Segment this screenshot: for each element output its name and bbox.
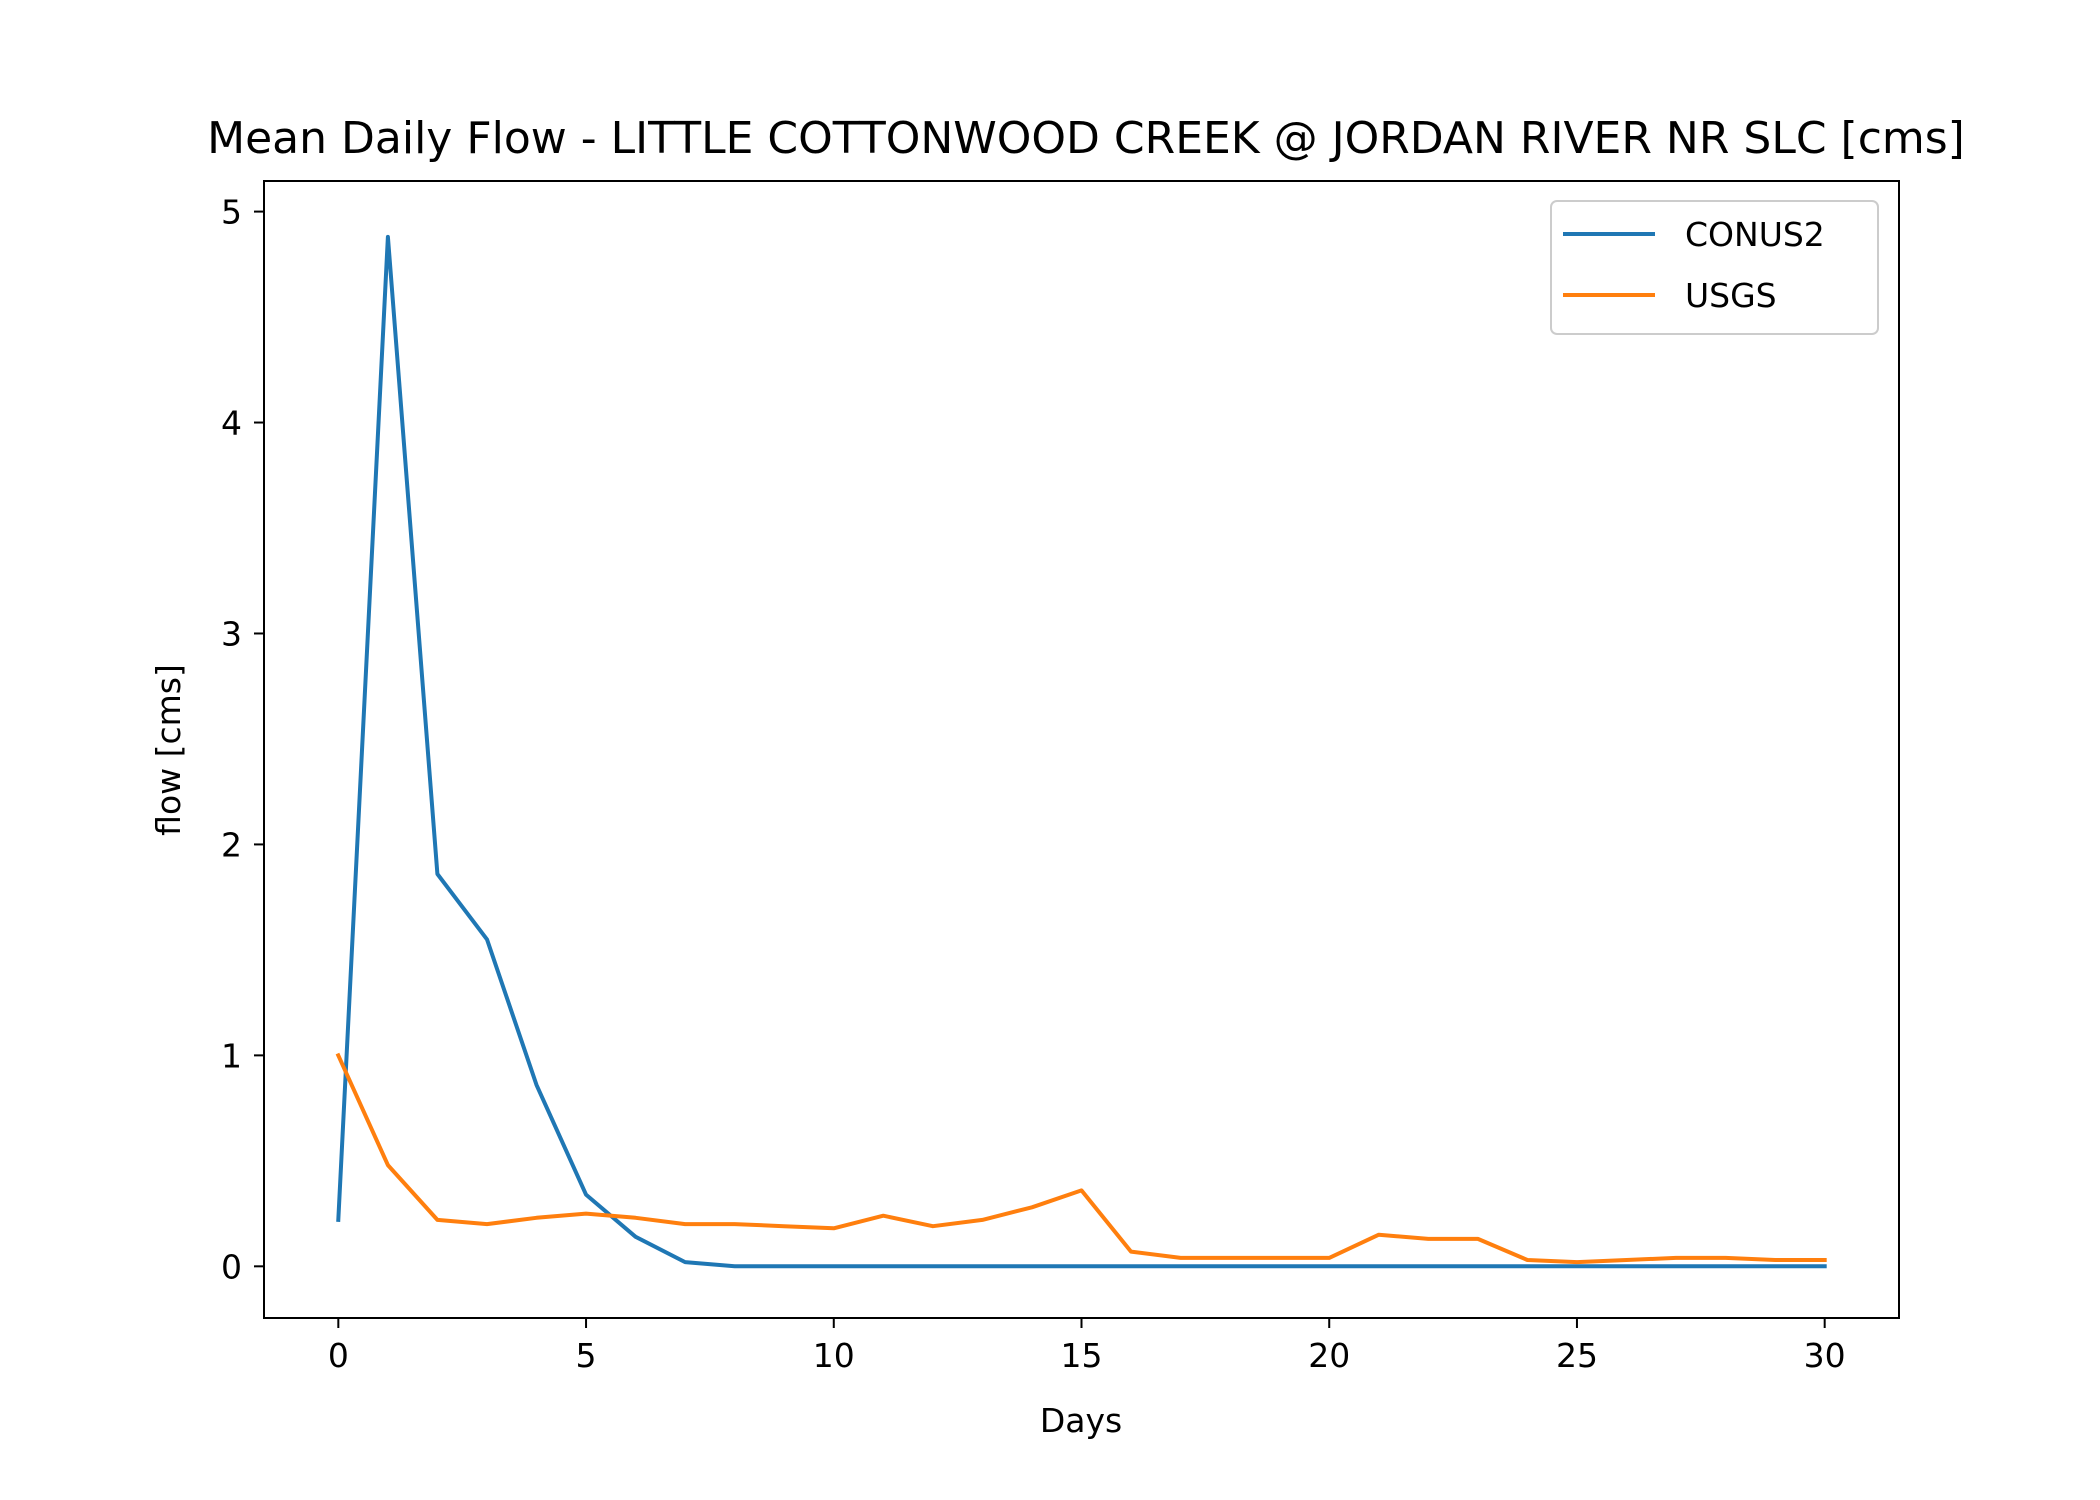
y-axis: 0 1 2 3 4 5 [221, 193, 264, 1286]
y-tick-label: 2 [221, 825, 242, 864]
y-tick-label: 4 [221, 404, 242, 443]
x-tick-label: 20 [1308, 1336, 1350, 1375]
x-axis: 0 5 10 15 20 25 30 [328, 1318, 1846, 1375]
y-tick-label: 3 [221, 614, 242, 653]
y-tick-label: 5 [221, 193, 242, 232]
chart-title: Mean Daily Flow - LITTLE COTTONWOOD CREE… [207, 113, 1965, 164]
series-line-conus2 [336, 234, 1827, 1269]
x-tick-label: 5 [576, 1336, 597, 1375]
series-line-usgs [335, 1052, 1827, 1265]
legend-label-usgs: USGS [1685, 276, 1777, 315]
x-tick-label: 30 [1804, 1336, 1846, 1375]
y-axis-label: flow [cms] [149, 664, 188, 836]
legend: CONUS2 USGS [1550, 200, 1879, 335]
series-layer [335, 234, 1827, 1269]
plot-area [263, 180, 1900, 1319]
x-tick-label: 0 [328, 1336, 349, 1375]
x-tick-label: 25 [1556, 1336, 1598, 1375]
plot-frame [263, 180, 1900, 1319]
x-tick-label: 10 [813, 1336, 855, 1375]
x-tick-label: 15 [1061, 1336, 1103, 1375]
y-tick-label: 1 [221, 1036, 242, 1075]
x-axis-label: Days [1040, 1401, 1122, 1440]
legend-label-conus2: CONUS2 [1685, 215, 1825, 254]
y-tick-label: 0 [221, 1247, 242, 1286]
